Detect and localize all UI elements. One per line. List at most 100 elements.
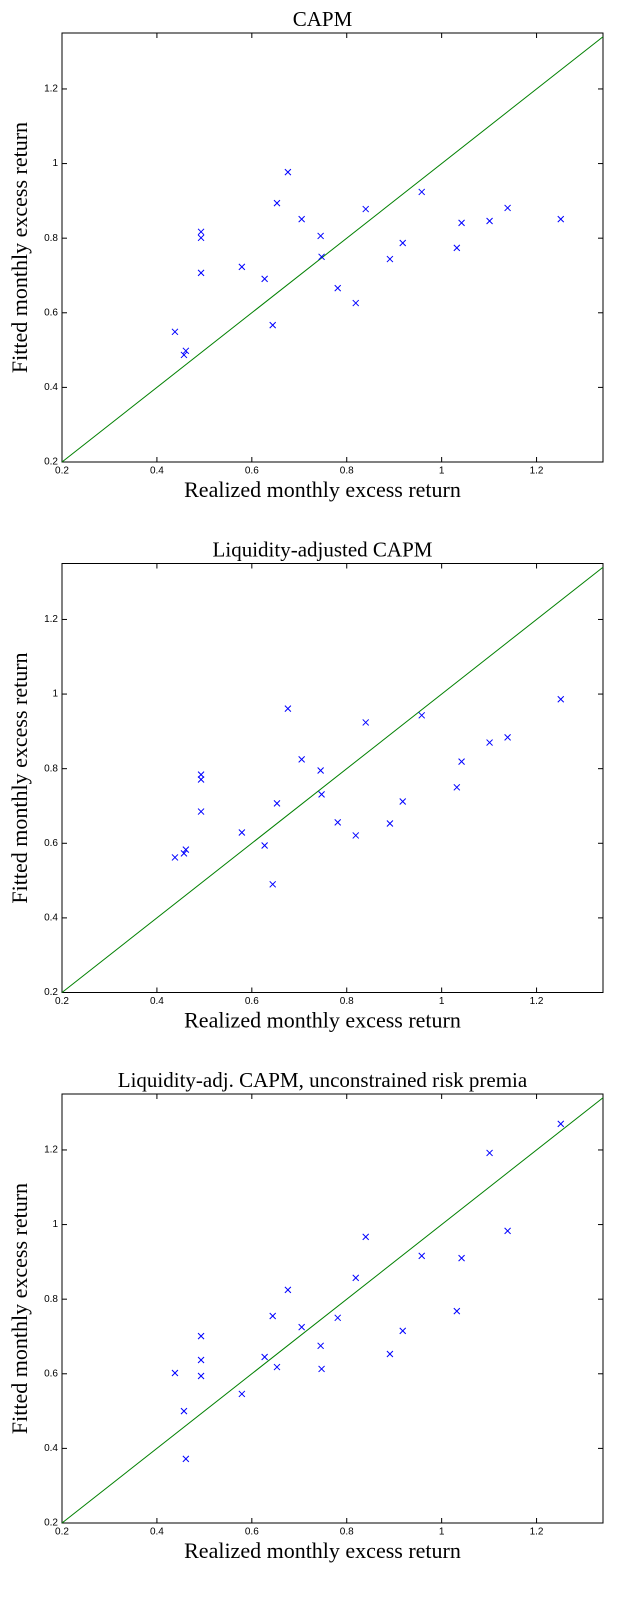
y-tick-label: 0.4 [44, 1443, 58, 1454]
x-axis-label: Realized monthly excess return [184, 1538, 461, 1563]
y-tick-label: 1 [52, 158, 58, 169]
point [197, 771, 205, 778]
point [458, 1254, 465, 1262]
y-tick-label: 0.2 [44, 457, 58, 468]
point-stroke [317, 767, 324, 774]
point-stroke [261, 842, 268, 849]
point-stroke [386, 1350, 394, 1358]
point-stroke [486, 217, 493, 225]
point [197, 808, 205, 815]
point [453, 1307, 461, 1315]
point [284, 1286, 292, 1294]
point [458, 758, 465, 765]
point [386, 255, 394, 263]
point-stroke [418, 1252, 426, 1260]
y-tick-label: 1 [52, 689, 58, 700]
point [362, 719, 370, 726]
point [284, 168, 292, 176]
point [486, 1149, 493, 1157]
point-stroke [318, 253, 325, 261]
x-tick-label: 1 [439, 466, 445, 477]
y-tick-label: 0.2 [44, 1518, 58, 1529]
point-stroke [458, 219, 465, 227]
point-stroke [418, 188, 426, 196]
point [171, 1369, 179, 1377]
point-stroke [197, 1332, 205, 1340]
x-tick-label: 0.8 [340, 466, 354, 477]
point-stroke [284, 168, 292, 176]
y-tick-label: 1.2 [44, 1145, 58, 1156]
point-stroke [180, 351, 188, 359]
point [486, 217, 493, 225]
x-tick-label: 0.2 [55, 996, 69, 1007]
point-stroke [458, 1254, 465, 1262]
x-tick-label: 0.4 [150, 1527, 164, 1538]
point-stroke [269, 1312, 277, 1320]
point [197, 228, 205, 236]
point [504, 733, 511, 741]
point-stroke [386, 820, 394, 827]
point-stroke [557, 215, 565, 223]
x-axis-label: Realized monthly excess return [184, 477, 461, 502]
point-stroke [334, 284, 342, 292]
point [197, 269, 205, 277]
point [486, 739, 493, 746]
reference-line [61, 1097, 604, 1524]
point [197, 776, 205, 783]
point-stroke [352, 299, 360, 307]
point [318, 1365, 325, 1373]
point [399, 798, 407, 805]
point [261, 842, 268, 849]
point [418, 1252, 426, 1260]
point [453, 783, 461, 791]
point [362, 1233, 370, 1241]
point [557, 1120, 565, 1128]
point [269, 321, 277, 329]
y-tick-label: 0.8 [44, 763, 58, 774]
point [180, 351, 188, 359]
y-tick-label: 0.6 [44, 1368, 58, 1379]
point-stroke [453, 1307, 461, 1315]
point-stroke [197, 808, 205, 815]
x-tick-label: 0.8 [340, 1527, 354, 1538]
point [504, 204, 511, 212]
y-axis-label: Fitted monthly excess return [7, 652, 32, 903]
point-stroke [298, 755, 306, 763]
y-tick-label: 0.4 [44, 382, 58, 393]
chart: 0.2 0.4 0.6 0.8 1 1.2 0.2 0.4 0.6 0.8 1 1.2 Liquidit… [7, 1068, 604, 1563]
point-stroke [197, 228, 205, 236]
point-stroke [334, 819, 342, 826]
x-tick-label: 1 [439, 996, 445, 1007]
point [318, 791, 325, 798]
x-tick-label: 0.6 [245, 996, 259, 1007]
point [197, 1332, 205, 1340]
point [171, 854, 179, 861]
point [386, 820, 394, 827]
chart-title: Liquidity-adj. CAPM, unconstrained risk … [118, 1068, 528, 1092]
x-tick-label: 0.4 [150, 996, 164, 1007]
point-stroke [352, 832, 360, 839]
point-stroke [298, 1323, 306, 1331]
point [261, 275, 268, 283]
point-stroke [182, 347, 190, 355]
point-stroke [318, 1365, 325, 1373]
reference-line [61, 36, 604, 463]
point-stroke [197, 1356, 205, 1364]
point [180, 850, 188, 857]
y-tick-label: 0.8 [44, 233, 58, 244]
point-stroke [557, 695, 565, 703]
point [317, 767, 324, 774]
point [352, 832, 360, 839]
point-stroke [197, 269, 205, 277]
point-stroke [486, 1149, 493, 1157]
point [557, 695, 565, 703]
point [197, 1356, 205, 1364]
point [261, 1353, 268, 1361]
point [269, 880, 277, 888]
y-tick-label: 1.2 [44, 614, 58, 625]
point [317, 1342, 324, 1350]
point-stroke [486, 739, 493, 746]
point-stroke [453, 783, 461, 791]
point [171, 328, 179, 336]
